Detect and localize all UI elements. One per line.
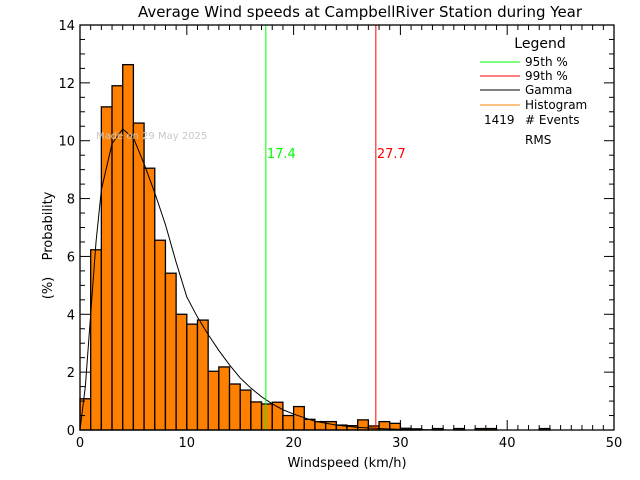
watermark: Made on 29 May 2025 [96, 131, 207, 142]
y-axis-unit: (%) [41, 277, 56, 300]
x-tick-label: 0 [76, 436, 84, 451]
legend-events-count: 1419 [484, 113, 515, 127]
histogram-bar [100, 106, 113, 431]
x-tick-label: 20 [285, 436, 302, 451]
histogram-bar [143, 167, 156, 431]
y-tick-label: 2 [67, 366, 75, 381]
histogram-bar [357, 419, 370, 431]
x-tick-label: 40 [499, 436, 516, 451]
y-axis-label: Probability [41, 191, 56, 260]
histogram-bar [132, 122, 145, 431]
legend-label-99: 99th % [525, 69, 568, 83]
legend-title: Legend [514, 36, 565, 52]
y-tick-label: 4 [67, 308, 75, 323]
percentile-99-label: 27.7 [377, 147, 406, 162]
x-tick-label: 50 [606, 436, 623, 451]
y-tick-label: 10 [58, 135, 75, 150]
y-tick-label: 6 [67, 250, 75, 265]
percentile-95-label: 17.4 [267, 147, 296, 162]
histogram-bar [196, 319, 209, 431]
histogram-bar [154, 239, 167, 431]
histogram-bar [324, 420, 337, 431]
legend-label-95: 95th % [525, 55, 568, 69]
x-tick-label: 10 [179, 436, 196, 451]
histogram-bar [218, 366, 231, 431]
legend: Legend 95th % 99th % Gamma Histogram 141… [480, 36, 587, 147]
legend-rms-label: RMS [525, 133, 551, 147]
x-tick-label: 30 [392, 436, 409, 451]
histogram-bar [250, 401, 263, 431]
legend-events-label: # Events [525, 113, 580, 127]
gamma-curve [79, 128, 454, 431]
x-axis-label: Windspeed (km/h) [287, 456, 406, 471]
histogram-bar [207, 370, 220, 431]
histogram-bar [175, 313, 188, 431]
histogram-bar [186, 323, 199, 431]
histogram-bar [164, 272, 177, 431]
histogram-bar [260, 403, 273, 431]
y-tick-label: 8 [67, 193, 75, 208]
histogram-bar [122, 63, 135, 431]
histogram-bar [90, 249, 103, 431]
histogram-bar [292, 405, 305, 431]
y-tick-label: 0 [67, 424, 75, 439]
legend-label-histogram: Histogram [525, 98, 587, 112]
histogram-bar [239, 389, 252, 431]
histogram-bar [282, 414, 295, 431]
y-tick-label: 14 [58, 19, 75, 34]
histogram-bar [228, 383, 241, 431]
legend-label-gamma: Gamma [525, 83, 572, 97]
chart-title: Average Wind speeds at CampbellRiver Sta… [138, 3, 583, 21]
y-tick-label: 12 [58, 77, 75, 92]
